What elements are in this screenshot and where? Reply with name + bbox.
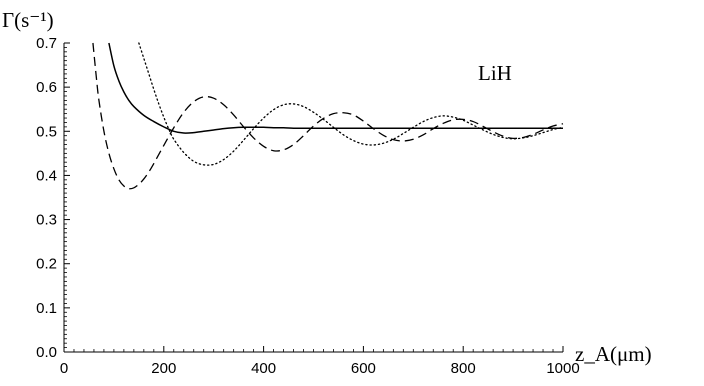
- x-tick-label: 1000: [546, 360, 579, 377]
- series-group: [92, 42, 564, 190]
- y-tick-label: 0.4: [36, 167, 57, 184]
- series-line-solid: [108, 42, 563, 134]
- annotation-label: LiH: [478, 61, 512, 85]
- x-tick-label: 800: [451, 360, 476, 377]
- x-tick-label: 0: [60, 360, 68, 377]
- ticks: 0 200 400 600 800 1000 0.0 0.1 0.2 0.3 0.4 0.5 0.6 0.…: [36, 35, 580, 377]
- x-axis-title: z_A(μm): [575, 342, 652, 366]
- y-tick-label: 0.7: [36, 35, 57, 52]
- y-tick-label: 0.1: [36, 300, 57, 317]
- y-tick-label: 0.6: [36, 79, 57, 96]
- y-axis-title: Γ(s⁻¹): [2, 8, 54, 32]
- axes: [63, 43, 563, 353]
- x-tick-label: 400: [251, 360, 276, 377]
- series-line-dashed: [92, 42, 564, 190]
- x-tick-label: 200: [151, 360, 176, 377]
- y-tick-label: 0.0: [36, 344, 57, 361]
- y-tick-label: 0.2: [36, 256, 57, 273]
- y-tick-label: 0.3: [36, 212, 57, 229]
- x-tick-label: 600: [351, 360, 376, 377]
- series-line-dotted: [138, 42, 564, 166]
- y-tick-label: 0.5: [36, 123, 57, 140]
